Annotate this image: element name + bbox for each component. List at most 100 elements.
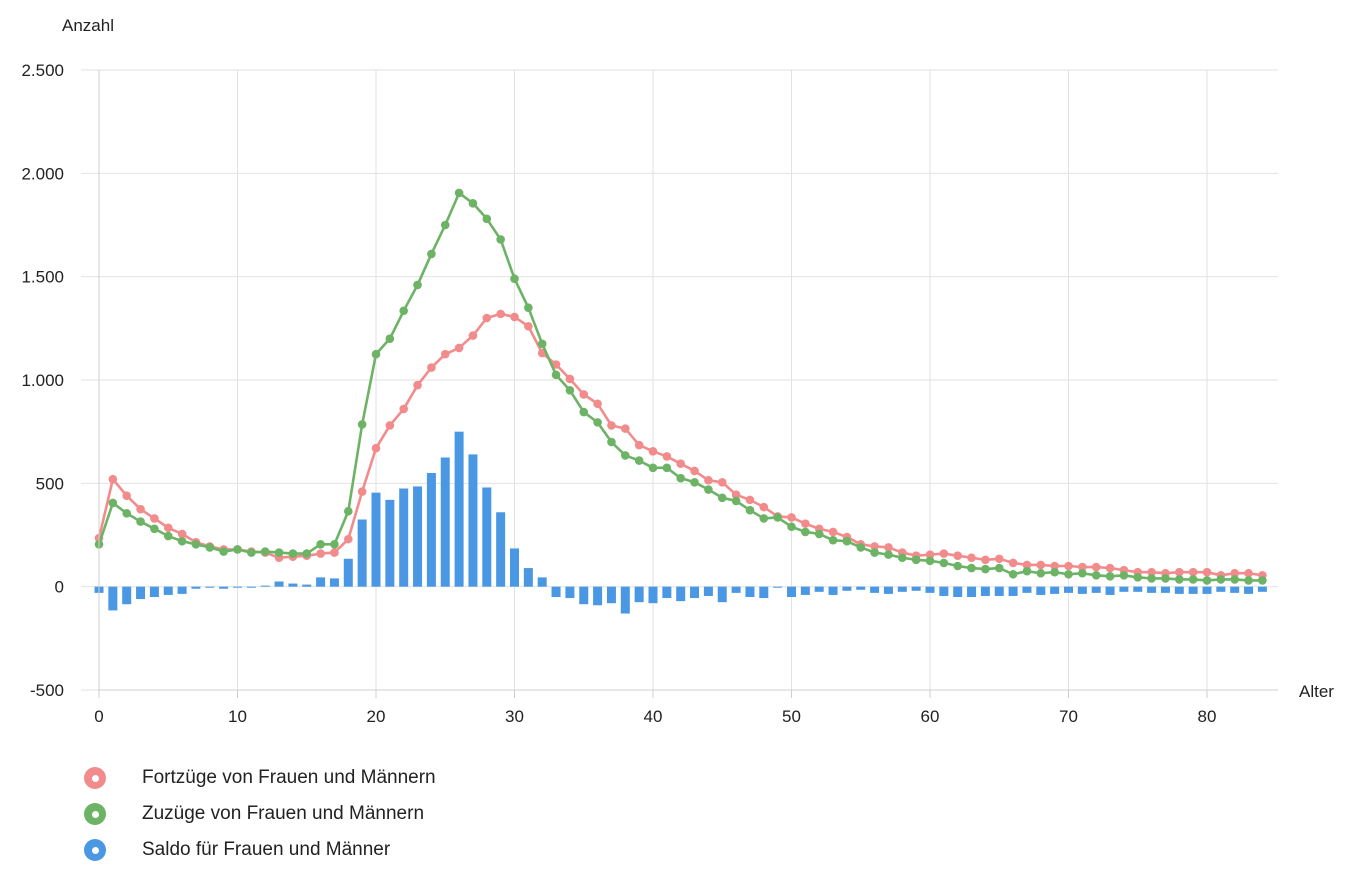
fortzuege-point [1050,561,1059,571]
saldo-bar [1147,586,1157,593]
saldo-bar [759,586,769,599]
y-tick-label: 1.500 [21,268,64,287]
zuzuege-point [1091,571,1101,580]
fortzuege-point [801,519,810,528]
saldo-bar [1091,586,1101,593]
x-tick-label: 30 [505,707,524,726]
zuzuege-point [981,564,990,574]
fortzuege-point [939,549,949,558]
legend: Fortzüge von Frauen und Männern Zuzüge v… [84,760,436,868]
zuzuege-point [454,188,464,198]
fortzuege-point [1008,558,1018,568]
saldo-bar [593,586,603,606]
legend-marker-saldo [84,839,106,861]
x-tick-label: 70 [1059,707,1078,726]
zuzuege-point [1008,569,1018,579]
saldo-bar [648,586,658,604]
fortzuege-point [1022,560,1032,570]
zuzuege-point [648,463,658,473]
zuzuege-point [510,274,519,284]
zuzuege-point [1188,575,1198,584]
saldo-bar [482,487,492,587]
fortzuege-point [150,514,159,523]
saldo-bar [994,586,1004,596]
saldo-bar [246,586,256,588]
zuzuege-point [288,549,298,558]
fortzuege-point [731,490,741,500]
saldo-bar [523,568,533,587]
zuzuege-point [136,517,145,526]
fortzuege-point [1244,568,1253,578]
zuzuege-point [163,531,173,541]
zuzuege-point [150,524,159,534]
y-tick-label: -500 [30,681,64,700]
fortzuege-point [745,495,755,505]
fortzuege-point [759,502,769,512]
fortzuege-point [1230,568,1239,578]
x-tick-label: 10 [228,707,247,726]
fortzuege-point [953,551,962,560]
saldo-bar [205,586,215,588]
legend-item-fortzuege[interactable]: Fortzüge von Frauen und Männern [84,760,436,796]
zuzuege-point [939,558,949,568]
saldo-bar [1133,586,1143,592]
legend-item-zuzuege[interactable]: Zuzüge von Frauen und Männern [84,796,436,832]
fortzuege-point [510,312,519,322]
saldo-bar [800,586,810,595]
fortzuege-point [177,529,187,539]
fortzuege-point [1188,567,1198,577]
saldo-bar [814,586,824,592]
fortzuege-point [371,443,381,453]
legend-marker-zuzuege [84,803,106,825]
fortzuege-point [1078,562,1087,572]
saldo-bar [219,586,229,589]
y-tick-label: 0 [55,578,64,597]
zuzuege-point [122,509,131,518]
zuzuege-point [787,522,796,532]
zuzuege-point [537,339,547,349]
fortzuege-point [1105,563,1115,573]
fortzuege-point [454,343,464,353]
zuzuege-point [1119,571,1129,580]
zuzuege-point [717,493,727,503]
zuzuege-point [496,235,505,244]
zuzuege-point [1133,573,1143,582]
line-series [94,188,1267,585]
fortzuege-point [884,543,893,552]
legend-item-saldo[interactable]: Saldo für Frauen und Männer [84,832,436,868]
saldo-bar [703,586,713,596]
saldo-bar [911,586,921,591]
zuzuege-point [634,456,644,465]
zuzuege-point [1202,576,1212,585]
zuzuege-point [579,407,589,417]
zuzuege-point [330,540,339,549]
saldo-bar [773,586,783,588]
saldo-bar [274,581,284,587]
saldo-bar [316,577,326,587]
saldo-bar [787,586,796,597]
y-tick-label: 2.000 [21,164,64,183]
y-axis-label: Anzahl [62,16,114,35]
zuzuege-point [801,527,810,537]
saldo-bar [108,586,118,611]
saldo-bar [1216,586,1226,592]
zuzuege-point [690,478,699,487]
legend-label-zuzuege: Zuzüge von Frauen und Männern [142,803,425,824]
zuzuege-point [662,463,672,473]
zuzuege-point [925,556,935,566]
saldo-bar [454,431,464,587]
x-axis-label: Alter [1299,682,1334,701]
saldo-bar [1105,586,1115,595]
x-tick-label: 60 [921,707,940,726]
saldo-bar [856,586,866,590]
saldo-bar [329,578,339,587]
x-tick-label: 20 [367,707,386,726]
fortzuege-point [330,548,339,557]
fortzuege-point [607,421,616,430]
fortzuege-point [524,321,533,331]
zuzuege-point [1036,568,1046,578]
zuzuege-point [524,303,533,312]
zuzuege-point [205,543,215,552]
zuzuege-point [1244,576,1253,585]
zuzuege-point [814,529,824,539]
